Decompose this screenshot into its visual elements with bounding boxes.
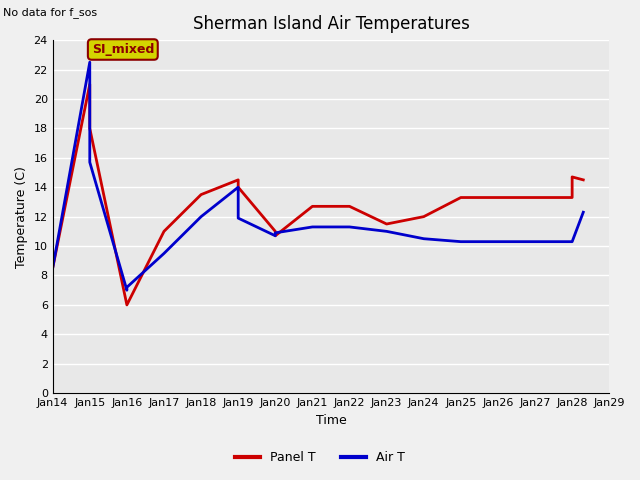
Line: Panel T: Panel T [52,84,583,305]
Air T [271,230,279,236]
Panel T [308,204,316,209]
Y-axis label: Temperature (C): Temperature (C) [15,166,28,267]
Panel T [160,228,168,234]
Air T [579,209,587,215]
Air T [308,224,316,230]
Panel T [579,177,587,183]
Panel T [568,195,576,201]
Panel T [49,265,56,271]
Text: No data for f_sos: No data for f_sos [3,7,97,18]
Air T [86,60,93,65]
Line: Air T: Air T [52,62,583,290]
Panel T [271,233,279,239]
Air T [271,233,279,239]
Air T [123,284,131,290]
Air T [49,265,56,271]
Air T [123,288,131,293]
Panel T [457,195,465,201]
Air T [383,228,390,234]
Panel T [383,221,390,227]
Panel T [346,204,353,209]
Air T [197,214,205,219]
Panel T [271,228,279,234]
Panel T [86,125,93,131]
X-axis label: Time: Time [316,414,346,427]
Air T [160,251,168,256]
Air T [568,239,576,244]
Air T [420,236,428,241]
Panel T [197,192,205,197]
Air T [346,224,353,230]
Panel T [123,302,131,308]
Legend: Panel T, Air T: Panel T, Air T [230,446,410,469]
Panel T [86,82,93,87]
Title: Sherman Island Air Temperatures: Sherman Island Air Temperatures [193,15,469,33]
Panel T [234,177,242,183]
Air T [457,239,465,244]
Air T [234,215,242,221]
Panel T [234,184,242,190]
Panel T [568,174,576,180]
Air T [86,159,93,165]
Text: SI_mixed: SI_mixed [92,43,154,56]
Panel T [420,214,428,219]
Air T [234,184,242,190]
